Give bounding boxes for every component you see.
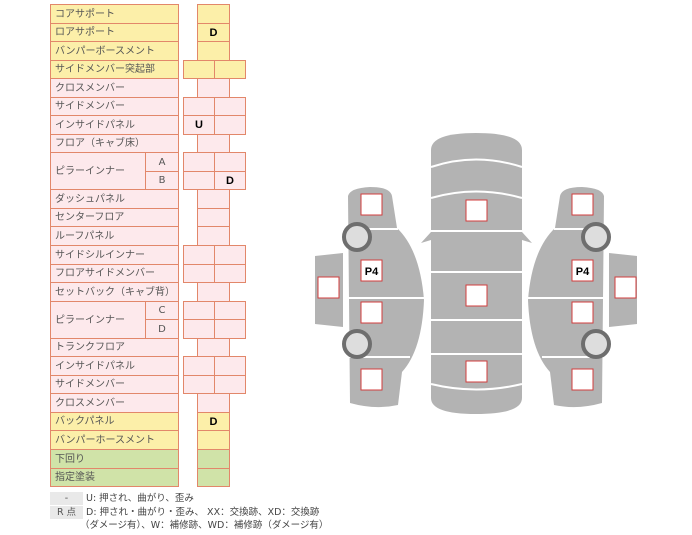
value-cell[interactable] [197, 468, 230, 487]
marker-box[interactable] [571, 301, 594, 324]
marker-box[interactable] [360, 301, 383, 324]
left-p-label: P4 [365, 266, 379, 278]
marker-box[interactable] [465, 284, 488, 307]
marker-box[interactable] [465, 199, 488, 222]
marker-box[interactable] [571, 368, 594, 391]
marker-box[interactable] [360, 259, 383, 282]
legend-text-2: D: 押され・曲がり・歪み、 XX：交換跡、XD：交換跡 [86, 507, 320, 518]
marker-box[interactable] [317, 276, 340, 299]
legend-key-r: R 点 [50, 506, 83, 519]
row-sublabel: A [145, 152, 179, 172]
value-cell-right[interactable] [214, 115, 246, 135]
marker-box[interactable] [571, 193, 594, 216]
value-cell-right[interactable] [214, 60, 246, 79]
marker-box[interactable] [614, 276, 637, 299]
value-cell-right[interactable] [214, 375, 246, 394]
row-label: 指定塗装 [50, 468, 179, 487]
legend-text-3: （ダメージ有）、W：補修跡、WD：補修跡（ダメージ有） [80, 520, 329, 531]
wheel-icon [342, 329, 372, 359]
wheel-icon [342, 222, 372, 252]
legend-text-1: U: 押され、曲がり、歪み [86, 493, 194, 504]
wheel-icon [581, 329, 611, 359]
right-p-label: P4 [576, 266, 590, 278]
marker-box[interactable] [571, 259, 594, 282]
value-cell-right[interactable]: D [214, 171, 246, 190]
legend-key-dash: - [50, 492, 83, 505]
value-cell-right[interactable] [214, 264, 246, 283]
marker-box[interactable] [465, 360, 488, 383]
marker-box[interactable] [360, 368, 383, 391]
top-body [431, 133, 522, 414]
value-cell-right[interactable] [214, 319, 246, 339]
marker-box[interactable] [360, 193, 383, 216]
wheel-icon [581, 222, 611, 252]
